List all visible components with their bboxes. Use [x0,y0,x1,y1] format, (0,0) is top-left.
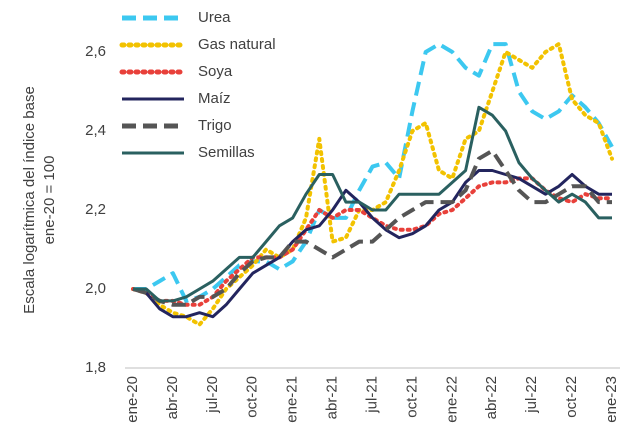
x-tick-label: jul-20 [204,376,221,414]
x-tick-label: abr-21 [324,376,341,419]
legend-label: Trigo [198,117,232,134]
y-tick-label: 2,4 [85,122,106,139]
series-line [133,105,612,303]
x-tick-label: ene-22 [443,376,460,423]
x-tick-label: jul-22 [523,376,540,414]
x-tick-label: oct-20 [244,376,261,418]
series-line [132,169,612,319]
x-tick-label: abr-20 [164,376,181,419]
series-line [133,42,614,303]
legend-label: Urea [198,9,231,26]
legend-label: Maíz [198,90,231,107]
x-tick-label: ene-21 [284,376,301,423]
y-axis-title: Escala logarítmica del índice base [21,86,38,314]
x-tick-label: ene-20 [124,376,141,423]
y-tick-label: 2,0 [85,280,106,297]
y-axis-title: ene-20 = 100 [41,156,58,245]
x-tick-label: jul-21 [363,376,380,414]
x-tick-label: ene-23 [603,376,620,423]
y-tick-label: 2,6 [85,43,106,60]
y-tick-label: 1,8 [85,359,106,376]
x-tick-label: oct-22 [563,376,580,418]
legend-label: Gas natural [198,36,276,53]
x-tick-label: oct-21 [403,376,420,418]
y-tick-label: 2,2 [85,201,106,218]
x-tick-label: abr-22 [483,376,500,419]
legend-label: Soya [198,63,233,80]
series-line [132,148,612,307]
legend-label: Semillas [198,144,255,161]
